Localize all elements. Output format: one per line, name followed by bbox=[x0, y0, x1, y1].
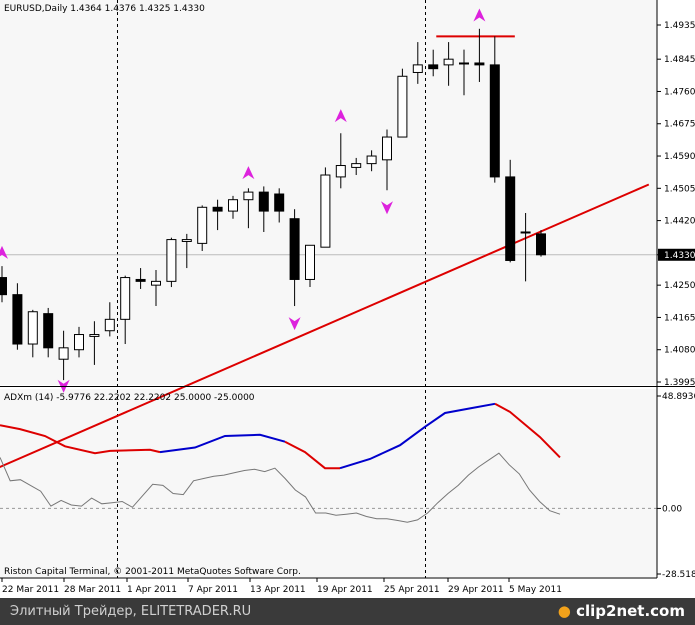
indicator-title: ADXm (14) -5.9776 22.2202 22.2202 25.000… bbox=[4, 393, 255, 403]
candle-body-bull bbox=[104, 318, 115, 332]
candle-body-bear bbox=[505, 176, 516, 261]
time-axis-label: 25 Apr 2011 bbox=[384, 585, 440, 595]
adx-red-segment-1 bbox=[0, 424, 161, 455]
candle-body-bull bbox=[351, 163, 362, 168]
footer-text: Элитный Трейдер, ELITETRADER.RU bbox=[10, 604, 252, 619]
candle-body-bull bbox=[228, 199, 238, 212]
candle-body-bull bbox=[335, 165, 346, 178]
adx-blue-segment-2 bbox=[339, 402, 496, 470]
price-axis-tick-label: 1.4080 bbox=[664, 346, 695, 356]
time-axis-label: 7 Apr 2011 bbox=[188, 585, 238, 595]
current-price-label: 1.4330 bbox=[664, 251, 695, 261]
indicator-panel bbox=[0, 389, 657, 577]
adx-red-segment-2 bbox=[284, 440, 340, 470]
time-axis-label: 22 Mar 2011 bbox=[2, 585, 59, 595]
candle-body-bull bbox=[382, 136, 392, 161]
candle-body-bear bbox=[43, 313, 54, 349]
candle-body-bull bbox=[397, 75, 408, 138]
candle-body-bull bbox=[27, 311, 38, 345]
adx-grey-line bbox=[0, 452, 561, 523]
footer-bar: Элитный Трейдер, ELITETRADER.RU ● clip2n… bbox=[0, 598, 695, 625]
indicator-axis-tick-label: 48.8936 bbox=[662, 392, 695, 402]
indicator-axis-tick-label: -28.5187 bbox=[662, 570, 695, 580]
candle-body-bear bbox=[135, 278, 146, 282]
candle-body-bull bbox=[74, 334, 84, 351]
clip2net-logo: ● clip2net.com bbox=[558, 602, 685, 620]
candle-body-bear bbox=[274, 193, 285, 212]
candle-body-bull bbox=[166, 239, 177, 282]
candle-body-bull bbox=[412, 64, 423, 73]
time-axis-label: 13 Apr 2011 bbox=[250, 585, 306, 595]
candle-body-bear bbox=[258, 191, 269, 212]
candle-body-bull bbox=[120, 277, 131, 320]
fractal-down-arrow bbox=[381, 201, 393, 215]
candle-body-bull bbox=[520, 231, 531, 234]
price-axis-tick-label: 1.4675 bbox=[664, 120, 695, 130]
fractal-up-arrow bbox=[0, 245, 8, 259]
price-axis-tick-label: 1.3995 bbox=[664, 378, 695, 388]
fractal-up-arrow bbox=[473, 8, 486, 22]
candle-body-bull bbox=[197, 206, 208, 244]
price-axis-tick-label: 1.4165 bbox=[664, 313, 695, 323]
candle-body-bear bbox=[474, 62, 485, 66]
time-axis-label: 1 Apr 2011 bbox=[127, 585, 177, 595]
fractal-up-arrow bbox=[334, 109, 347, 123]
candle-body-bear bbox=[489, 64, 500, 178]
price-axis-tick-label: 1.4420 bbox=[664, 217, 695, 227]
time-axis-label: 19 Apr 2011 bbox=[317, 585, 373, 595]
candle-body-bear bbox=[536, 233, 546, 256]
axis-labels: 1.4935 1.4845 1.4760 1.4675 1.4590 1.4505 1.44… bbox=[1, 21, 695, 595]
candle-body-bull bbox=[305, 244, 315, 280]
candle-body-bull bbox=[151, 280, 161, 286]
indicator-axis-tick-label: 0.00 bbox=[662, 504, 682, 514]
price-axis-tick-label: 1.4505 bbox=[664, 184, 695, 194]
candle-body-bear bbox=[212, 206, 223, 212]
adx-blue-segment-1 bbox=[159, 433, 286, 454]
candle-body-bear bbox=[289, 218, 300, 280]
price-axis-tick-label: 1.4845 bbox=[664, 55, 695, 65]
candle-body-bull bbox=[320, 174, 331, 248]
candle-body-bull bbox=[243, 191, 254, 201]
price-axis-tick-label: 1.4590 bbox=[664, 152, 695, 162]
time-axis-label: 28 Mar 2011 bbox=[64, 585, 121, 595]
candle-body-bull bbox=[459, 62, 469, 65]
candle-body-bull bbox=[443, 58, 454, 66]
price-marks bbox=[0, 8, 650, 469]
support-trendline bbox=[0, 183, 650, 469]
candle-body-bear bbox=[12, 294, 23, 345]
candle-body-bull bbox=[89, 334, 100, 337]
price-axis-tick-label: 1.4935 bbox=[664, 21, 695, 31]
fractal-up-arrow bbox=[242, 166, 255, 180]
logo-text: clip2net.com bbox=[576, 602, 685, 620]
chart-title: EURUSD,Daily 1.4364 1.4376 1.4325 1.4330 bbox=[4, 4, 205, 14]
candle-body-bear bbox=[428, 64, 439, 70]
time-axis-label: 29 Apr 2011 bbox=[448, 585, 504, 595]
adx-red-segment-3 bbox=[494, 402, 561, 459]
candle-body-bull bbox=[58, 347, 69, 360]
logo-dot-icon: ● bbox=[557, 602, 571, 620]
copyright-text: Riston Capital Terminal, © 2001-2011 Met… bbox=[4, 567, 301, 577]
fractal-down-arrow bbox=[288, 317, 301, 331]
candle-body-bull bbox=[366, 155, 377, 165]
candle-body-bull bbox=[181, 239, 192, 242]
price-axis-tick-label: 1.4250 bbox=[664, 281, 695, 291]
candle-body-bear bbox=[0, 277, 7, 296]
price-axis-tick-label: 1.4760 bbox=[664, 87, 695, 97]
indicator-marks bbox=[0, 402, 561, 523]
current-price-badge bbox=[658, 248, 695, 261]
time-axis-label: 5 May 2011 bbox=[509, 585, 562, 595]
